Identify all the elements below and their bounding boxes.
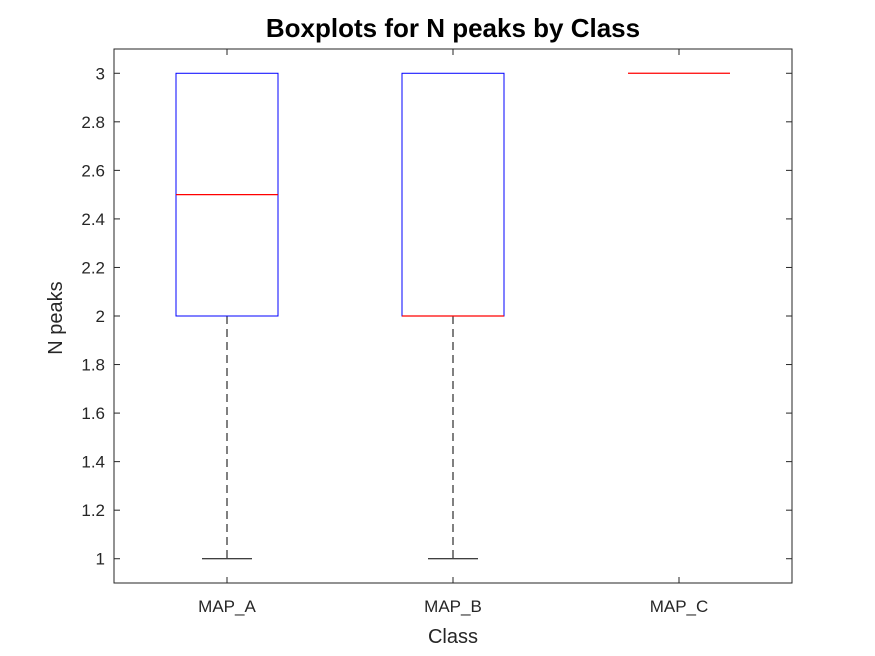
x-tick-label: MAP_B [424, 597, 482, 616]
chart-title: Boxplots for N peaks by Class [266, 13, 640, 43]
y-tick-label: 2.4 [81, 210, 105, 229]
y-tick-label: 1.8 [81, 356, 105, 375]
y-tick-label: 1.4 [81, 453, 105, 472]
y-tick-label: 2.8 [81, 113, 105, 132]
plot-area: 1 1.2 1.4 1.6 1.8 2 2.2 2.4 2.6 2.8 3 MAP_A MAP_B MAP… [81, 49, 792, 616]
x-tick-label: MAP_C [650, 597, 709, 616]
y-tick-label: 2.6 [81, 161, 105, 180]
y-tick-label: 2.2 [81, 258, 105, 277]
x-tick-label: MAP_A [198, 597, 256, 616]
axes-frame [113, 48, 793, 584]
y-tick-label: 2 [96, 307, 105, 326]
y-tick-label: 1.6 [81, 404, 105, 423]
y-tick-label: 1.2 [81, 501, 105, 520]
x-axis-label: Class [428, 626, 478, 648]
y-tick-label: 1 [96, 550, 105, 569]
y-tick-label: 3 [96, 64, 105, 83]
y-axis-label: N peaks [45, 281, 67, 354]
